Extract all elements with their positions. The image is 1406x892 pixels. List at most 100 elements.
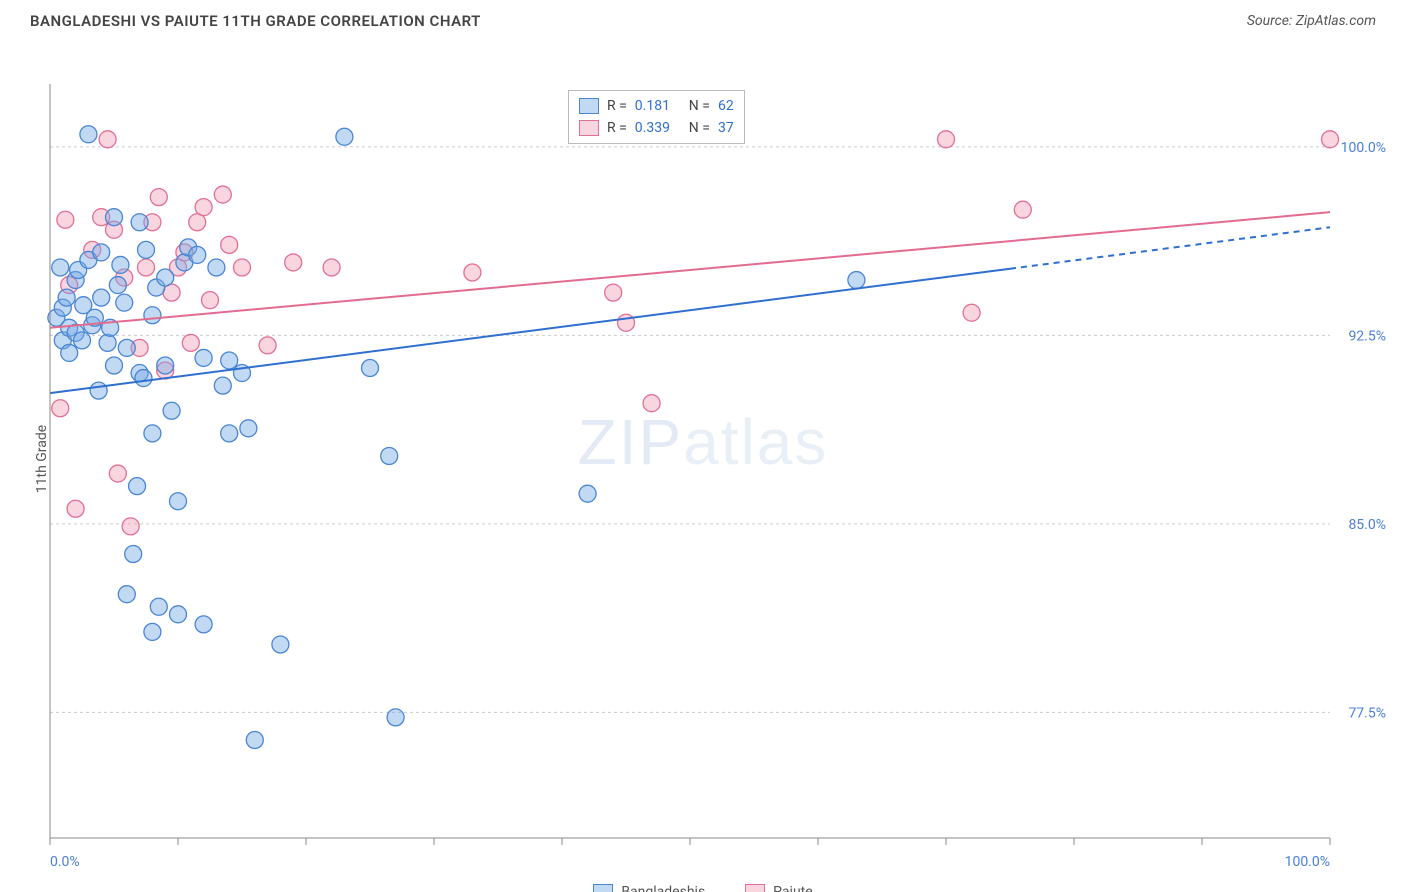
- data-point: [221, 236, 238, 253]
- data-point: [202, 292, 219, 309]
- legend-series-name: Bangladeshis: [621, 884, 705, 892]
- data-point: [150, 189, 167, 206]
- series-legend: Bangladeshis Paiute: [0, 884, 1406, 892]
- data-point: [90, 382, 107, 399]
- data-point: [362, 360, 379, 377]
- correlation-legend: R = 0.181 N = 62 R = 0.339 N = 37: [568, 90, 745, 144]
- chart-title: BANGLADESHI VS PAIUTE 11TH GRADE CORRELA…: [30, 12, 481, 30]
- data-point: [144, 307, 161, 324]
- legend-item: Bangladeshis: [593, 884, 705, 892]
- legend-r-value: 0.339: [635, 117, 681, 139]
- scatter-plot-svg: 77.5%85.0%92.5%100.0%0.0%100.0%: [0, 34, 1406, 884]
- data-point: [1014, 201, 1031, 218]
- data-point: [170, 606, 187, 623]
- data-point: [336, 128, 353, 145]
- data-point: [61, 344, 78, 361]
- y-axis-label: 11th Grade: [34, 425, 50, 493]
- data-point: [106, 209, 123, 226]
- legend-r-label: R =: [607, 95, 627, 117]
- data-point: [381, 447, 398, 464]
- svg-text:85.0%: 85.0%: [1348, 517, 1386, 533]
- legend-series-name: Paiute: [773, 884, 813, 892]
- legend-r-value: 0.181: [635, 95, 681, 117]
- data-point: [157, 357, 174, 374]
- data-point: [214, 377, 231, 394]
- data-point: [112, 256, 129, 273]
- data-point: [99, 131, 116, 148]
- data-point: [195, 199, 212, 216]
- data-point: [109, 277, 126, 294]
- data-point: [182, 334, 199, 351]
- legend-swatch: [593, 884, 613, 892]
- data-point: [195, 616, 212, 633]
- legend-row: R = 0.181 N = 62: [579, 95, 734, 117]
- data-point: [150, 598, 167, 615]
- legend-r-label: R =: [607, 117, 627, 139]
- data-point: [118, 586, 135, 603]
- data-point: [208, 259, 225, 276]
- data-point: [246, 731, 263, 748]
- data-point: [387, 709, 404, 726]
- data-point: [195, 349, 212, 366]
- data-point: [138, 241, 155, 258]
- chart-source: Source: ZipAtlas.com: [1247, 13, 1376, 29]
- data-point: [52, 259, 69, 276]
- data-point: [125, 545, 142, 562]
- data-point: [464, 264, 481, 281]
- legend-n-label: N =: [689, 95, 710, 117]
- data-point: [221, 425, 238, 442]
- data-point: [189, 246, 206, 263]
- legend-n-value: 62: [718, 95, 734, 117]
- data-point: [221, 352, 238, 369]
- data-point: [240, 420, 257, 437]
- data-point: [214, 186, 231, 203]
- data-point: [963, 304, 980, 321]
- data-point: [272, 636, 289, 653]
- data-point: [643, 395, 660, 412]
- data-point: [129, 478, 146, 495]
- data-point: [131, 214, 148, 231]
- trend-line: [50, 269, 1010, 393]
- data-point: [170, 493, 187, 510]
- svg-text:92.5%: 92.5%: [1348, 328, 1386, 344]
- data-point: [80, 126, 97, 143]
- data-point: [106, 357, 123, 374]
- data-point: [605, 284, 622, 301]
- data-point: [938, 131, 955, 148]
- data-point: [259, 337, 276, 354]
- legend-n-value: 37: [718, 117, 734, 139]
- data-point: [234, 259, 251, 276]
- data-point: [144, 425, 161, 442]
- legend-n-label: N =: [689, 117, 710, 139]
- legend-swatch: [579, 98, 599, 114]
- data-point: [67, 500, 84, 517]
- data-point: [93, 244, 110, 261]
- legend-row: R = 0.339 N = 37: [579, 117, 734, 139]
- data-point: [109, 465, 126, 482]
- data-point: [163, 402, 180, 419]
- data-point: [138, 259, 155, 276]
- data-point: [99, 334, 116, 351]
- data-point: [323, 259, 340, 276]
- data-point: [57, 211, 74, 228]
- data-point: [285, 254, 302, 271]
- chart-header: BANGLADESHI VS PAIUTE 11TH GRADE CORRELA…: [0, 0, 1406, 34]
- svg-text:0.0%: 0.0%: [50, 854, 80, 870]
- data-point: [116, 294, 133, 311]
- data-point: [579, 485, 596, 502]
- data-point: [93, 289, 110, 306]
- legend-swatch: [745, 884, 765, 892]
- data-point: [848, 272, 865, 289]
- chart-area: 11th Grade ZIPatlas 77.5%85.0%92.5%100.0…: [0, 34, 1406, 884]
- svg-text:77.5%: 77.5%: [1348, 705, 1386, 721]
- legend-swatch: [579, 120, 599, 136]
- data-point: [52, 400, 69, 417]
- svg-text:100.0%: 100.0%: [1341, 140, 1386, 156]
- data-point: [157, 269, 174, 286]
- data-point: [135, 370, 152, 387]
- legend-item: Paiute: [745, 884, 813, 892]
- data-point: [74, 332, 91, 349]
- data-point: [122, 518, 139, 535]
- data-point: [58, 289, 75, 306]
- trend-line-extrapolated: [1010, 227, 1330, 268]
